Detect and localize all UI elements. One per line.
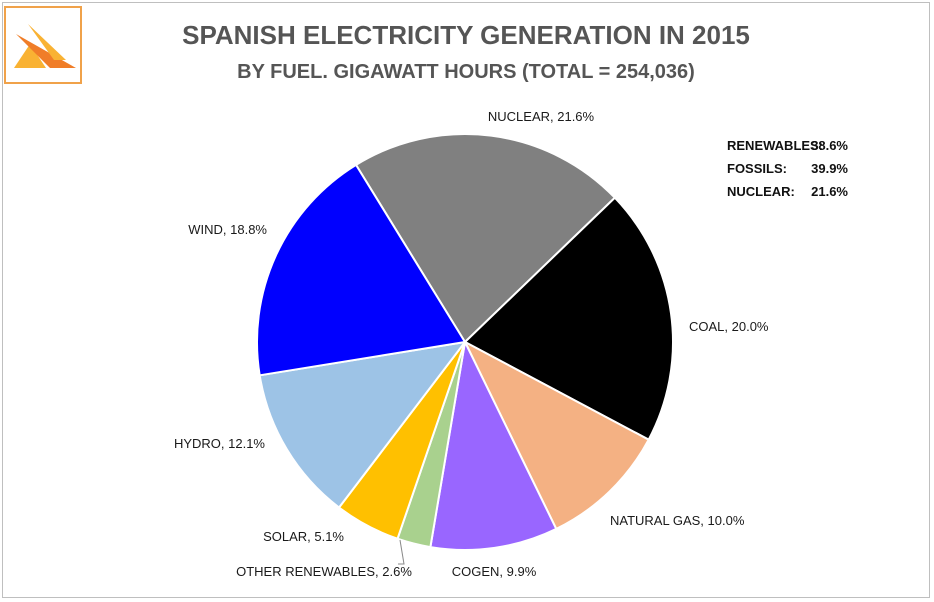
pie-slice-hydro	[258, 341, 466, 509]
chart-title: SPANISH ELECTRICITY GENERATION IN 2015	[182, 20, 750, 50]
summary-value-nuclear: 21.6%	[811, 184, 848, 199]
slice-label-hydro: HYDRO, 12.1%	[174, 436, 265, 451]
slice-label-wind: WIND, 18.8%	[188, 222, 267, 237]
slice-label-other-renewables: OTHER RENEWABLES, 2.6%	[236, 564, 412, 579]
fuel-summary: RENEWABLES: 38.6% FOSSILS: 39.9% NUCLEAR…	[727, 138, 848, 199]
summary-label-renewables: RENEWABLES:	[727, 138, 823, 153]
slice-label-natural-gas: NATURAL GAS, 10.0%	[610, 513, 745, 528]
slice-label-nuclear: NUCLEAR, 21.6%	[488, 109, 595, 124]
summary-label-nuclear: NUCLEAR:	[727, 184, 795, 199]
slice-label-coal: COAL, 20.0%	[689, 319, 769, 334]
pie-slice-natural-gas	[464, 341, 650, 530]
slice-label-cogen: COGEN, 9.9%	[452, 564, 537, 579]
logo	[4, 6, 82, 84]
pie-slice-nuclear	[355, 133, 616, 343]
leader-lines	[398, 539, 405, 565]
pie-slice-coal	[464, 196, 674, 441]
leader-line-other-renewables	[398, 539, 405, 565]
pie-slice-cogen	[429, 341, 558, 551]
slice-label-solar: SOLAR, 5.1%	[263, 529, 344, 544]
chart-subtitle: BY FUEL. GIGAWATT HOURS (TOTAL = 254,036…	[237, 61, 695, 83]
summary-value-fossils: 39.9%	[811, 161, 848, 176]
summary-label-fossils: FOSSILS:	[727, 161, 787, 176]
triangle-logo-icon	[14, 24, 76, 68]
summary-value-renewables: 38.6%	[811, 138, 848, 153]
pie-slices	[256, 133, 674, 551]
pie-slice-wind	[256, 163, 466, 377]
